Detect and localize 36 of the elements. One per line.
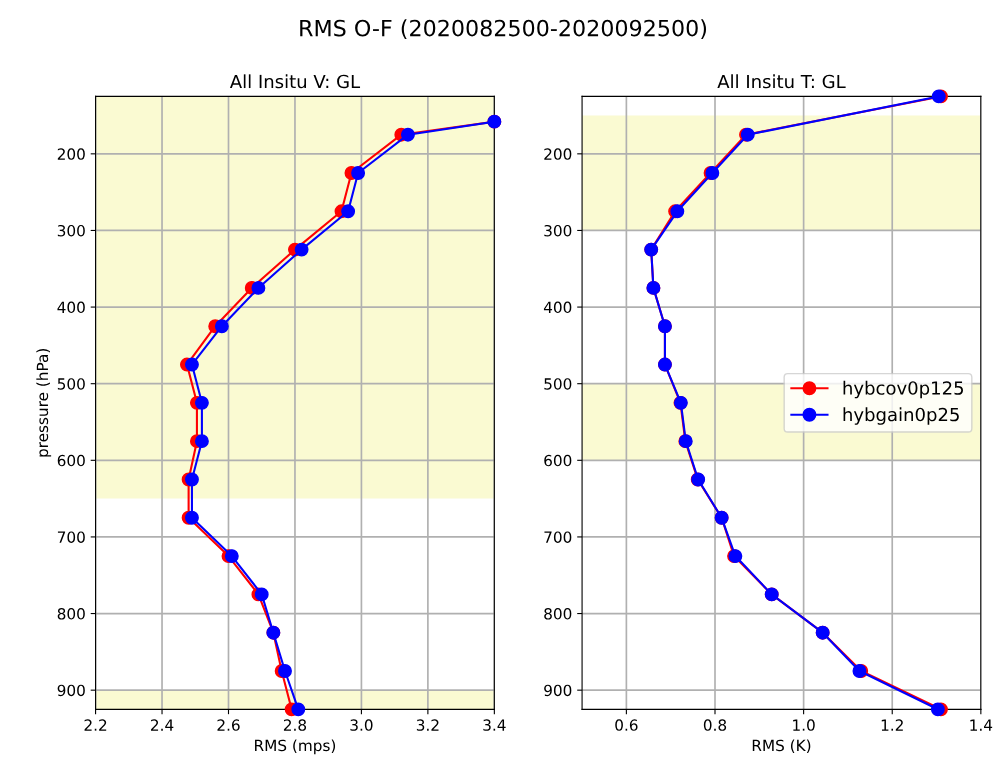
y-tick-label: 900 [57, 684, 85, 697]
y-tick-label: 200 [544, 148, 572, 160]
y-tick-label: 700 [57, 531, 85, 543]
x-tick-label: 2.2 [84, 719, 107, 731]
x-tick-label: 3.0 [350, 719, 373, 731]
chart-title: All Insitu V: GL [229, 74, 361, 89]
x-tick-label: 0.8 [703, 719, 727, 731]
y-tick-label: 200 [57, 148, 85, 160]
y-tick-label: 500 [544, 378, 572, 390]
y-tick-label: 500 [57, 378, 85, 390]
chart-title: All Insitu T: GL [717, 74, 846, 89]
x-tick-label: 2.4 [151, 719, 174, 731]
y-tick-label: 300 [544, 224, 572, 237]
y-tick-label: 400 [543, 301, 572, 314]
y-tick-label: 900 [544, 684, 572, 697]
x-tick-label: 1.0 [793, 719, 815, 731]
x-tick-label: 2.6 [217, 719, 240, 731]
legend-label: hybcov0p125 [843, 380, 964, 399]
y-tick-label: 300 [57, 224, 85, 237]
y-tick-label: 800 [544, 608, 572, 620]
y-tick-label: 700 [544, 531, 572, 543]
x-tick-label: 3.4 [483, 719, 506, 731]
x-tick-label: 1.2 [881, 719, 903, 731]
x-tick-label: 1.4 [970, 719, 993, 731]
y-tick-label: 400 [57, 301, 85, 314]
y-tick-label: 800 [57, 608, 85, 620]
x-axis-title: RMS (mps) [255, 739, 336, 755]
y-tick-label: 600 [544, 454, 572, 467]
x-axis-title: RMS (K) [752, 739, 811, 754]
text: RMS O-F (2020082500-2020092500) [300, 19, 707, 40]
legend-label: hybgain0p25 [843, 407, 959, 425]
x-tick-label: 0.6 [615, 719, 638, 731]
x-tick-label: 3.2 [416, 719, 439, 731]
y-tick-label: 600 [57, 454, 85, 467]
x-tick-label: 2.8 [283, 719, 307, 731]
y-axis-title: pressure (hPa) [36, 349, 52, 457]
